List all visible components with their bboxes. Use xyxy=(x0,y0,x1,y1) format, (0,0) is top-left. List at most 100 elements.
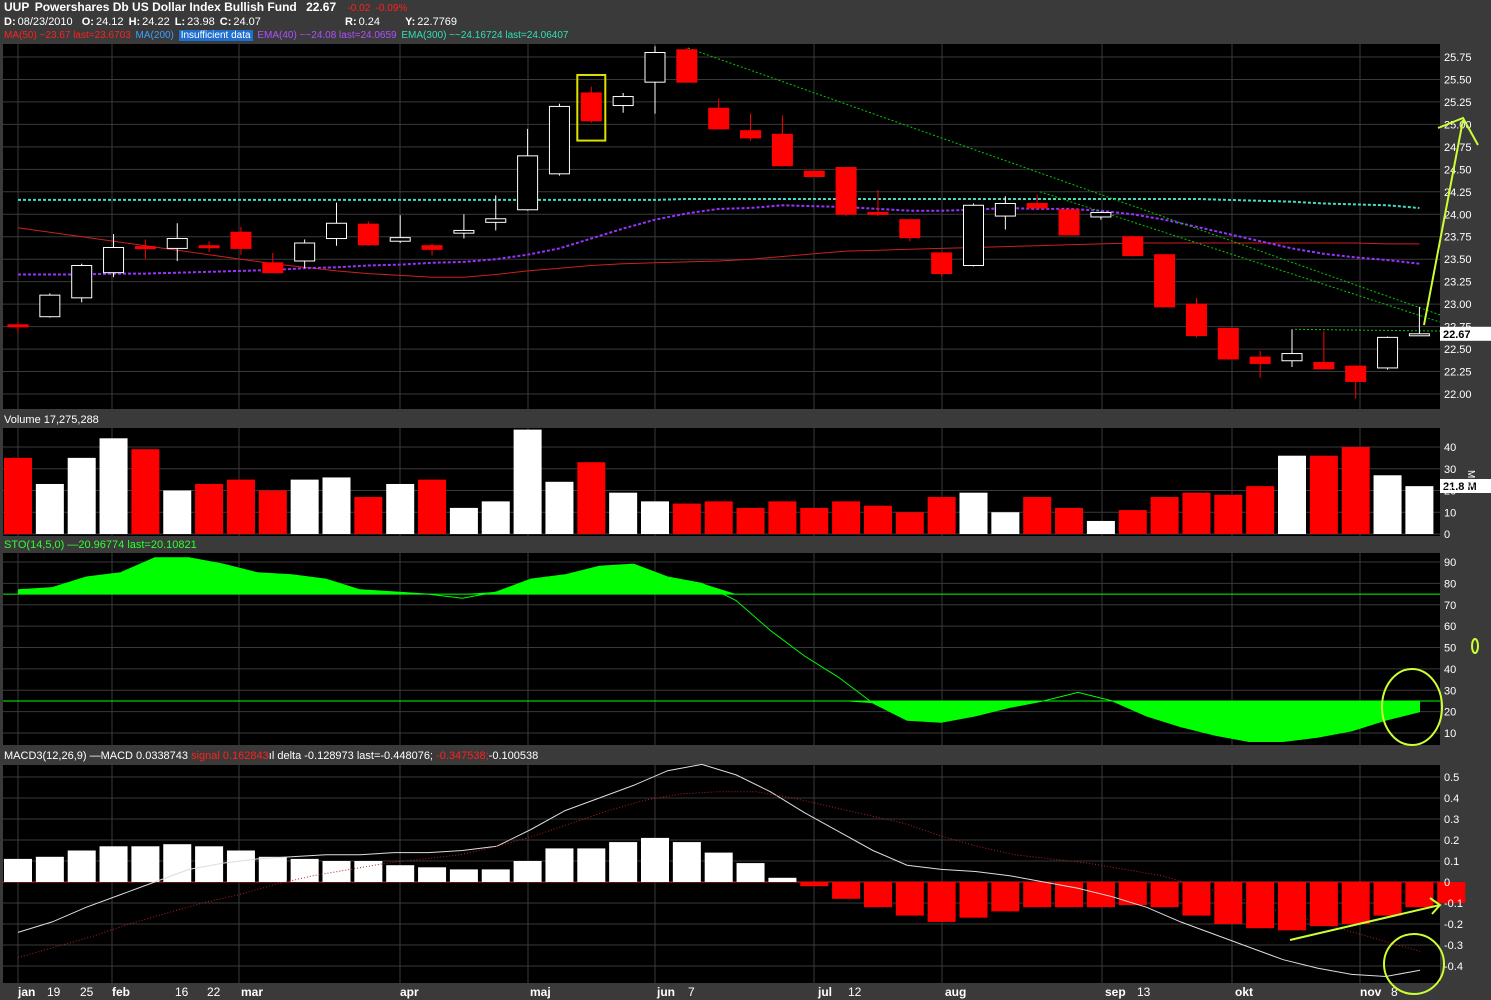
price-tick-14: 22.25 xyxy=(1444,367,1472,379)
macd-hist-bar-40 xyxy=(1278,882,1306,931)
o-value: 24.12 xyxy=(95,16,124,28)
candle-body-30 xyxy=(963,204,984,266)
x-tick-10: 7 xyxy=(688,985,695,999)
x-tick-18: 8 xyxy=(1391,985,1398,999)
macd-tick-2: 0.3 xyxy=(1444,814,1459,826)
volume-bar-3 xyxy=(99,438,128,534)
candle-body-11 xyxy=(357,223,379,246)
annotation-small-oval xyxy=(1471,638,1479,654)
macd-hist-bar-14 xyxy=(449,869,478,882)
last-price-label: 22.67 xyxy=(1443,329,1471,341)
macd-hist-bar-11 xyxy=(354,861,383,882)
candle-body-17 xyxy=(548,105,570,175)
x-tick-1: 19 xyxy=(47,985,61,999)
price-tick-5: 24.50 xyxy=(1444,164,1472,176)
volume-bar-8 xyxy=(258,490,287,534)
x-tick-4: 16 xyxy=(175,985,189,999)
macd-hist-bar-38 xyxy=(1214,882,1243,924)
volume-bar-24 xyxy=(768,501,797,534)
macd-hist-bar-28 xyxy=(895,882,924,916)
macd-tick-9: -0.4 xyxy=(1444,961,1463,973)
ema40-legend[interactable]: EMA(40) ~~24.08 last=24.0659 xyxy=(257,30,397,41)
macd-hist-bar-27 xyxy=(863,882,892,908)
macd-hist-bar-7 xyxy=(226,850,255,882)
macd-hist-bar-1 xyxy=(35,856,64,882)
ma50-legend[interactable]: MA(50) ~23.67 last=23.6703 xyxy=(4,30,131,41)
price-panel[interactable] xyxy=(3,44,1440,409)
volume-unit: Mils xyxy=(1465,470,1476,488)
volume-bar-44 xyxy=(1405,486,1434,534)
sto-tick-5: 40 xyxy=(1444,664,1456,676)
macd-hist-bar-35 xyxy=(1118,882,1147,906)
volume-bar-21 xyxy=(672,503,701,534)
x-tick-9: jun xyxy=(656,985,675,999)
volume-bar-12 xyxy=(386,483,415,534)
candle-body-14 xyxy=(453,229,475,234)
macd-hist-bar-44 xyxy=(1405,882,1434,908)
volume-tick-4: 0 xyxy=(1444,529,1450,541)
sto-tick-8: 10 xyxy=(1444,728,1456,740)
volume-layer: 21.8 M xyxy=(4,429,1491,534)
symbol-label: UUP xyxy=(4,0,30,14)
candle-body-36 xyxy=(1154,254,1176,308)
macd-title-delta: ıl delta -0.128973 last=-0.448076; xyxy=(268,750,433,762)
x-tick-11: jul xyxy=(817,985,832,999)
volume-bar-31 xyxy=(991,512,1020,534)
macd-hist-bar-18 xyxy=(577,848,606,882)
macd-hist-bar-37 xyxy=(1182,882,1211,916)
candle-body-35 xyxy=(1122,236,1144,257)
r-label: R: xyxy=(345,16,357,28)
candle-body-1 xyxy=(39,294,61,318)
volume-bar-13 xyxy=(418,479,447,534)
macd-hist-bar-4 xyxy=(131,846,160,882)
sto-title: STO(14,5,0) —20.96774 last=20.10821 xyxy=(4,539,197,551)
volume-bar-38 xyxy=(1214,494,1243,534)
macd-tick-6: -0.1 xyxy=(1444,898,1463,910)
insufficient-data-badge: Insufficient data xyxy=(178,30,253,41)
candle-body-18 xyxy=(580,92,602,122)
macd-title-main: MACD3(12,26,9) —MACD 0.0338743 xyxy=(4,750,189,762)
highlight-box xyxy=(576,73,607,142)
macd-hist-bar-9 xyxy=(290,858,319,882)
macd-tick-0: 0.5 xyxy=(1444,772,1459,784)
candle-body-33 xyxy=(1058,209,1080,236)
sto-line xyxy=(17,557,1421,742)
macd-hist-bar-26 xyxy=(832,882,861,899)
macd-tick-8: -0.3 xyxy=(1444,940,1463,952)
macd-hist-bar-16 xyxy=(513,861,542,882)
x-tick-7: apr xyxy=(400,985,419,999)
x-tick-6: mar xyxy=(241,985,263,999)
macd-hist-bar-41 xyxy=(1309,882,1338,927)
sto-fill-oversold xyxy=(18,700,1420,742)
macd-hist-bar-39 xyxy=(1246,882,1275,929)
candle-body-19 xyxy=(612,96,634,107)
h-label: H: xyxy=(128,16,141,28)
price-tick-7: 24.00 xyxy=(1444,209,1472,221)
volume-bar-11 xyxy=(354,497,383,534)
macd-hist-bar-25 xyxy=(800,882,829,887)
ma200-legend[interactable]: MA(200) xyxy=(135,30,174,41)
l-value: 23.98 xyxy=(187,16,215,28)
y-label: Y: xyxy=(405,16,416,28)
candle-body-6 xyxy=(198,245,220,249)
macd-hist-bar-3 xyxy=(99,846,128,882)
r-value: 0.24 xyxy=(358,16,381,28)
sto-layer xyxy=(3,557,1440,742)
macd-hist-bar-21 xyxy=(672,842,701,882)
chart-header: UUP Powershares Db US Dollar Index Bulli… xyxy=(0,0,1491,44)
price-tick-10: 23.25 xyxy=(1444,277,1472,289)
price-tick-11: 23.00 xyxy=(1444,299,1472,311)
title-line: UUP Powershares Db US Dollar Index Bulli… xyxy=(4,0,409,14)
annotation-circle-sto xyxy=(1381,668,1443,746)
x-tick-15: 13 xyxy=(1137,985,1151,999)
candle-body-2 xyxy=(71,264,93,299)
price-layer: 22.67 xyxy=(7,46,1491,399)
candle-body-3 xyxy=(103,247,125,274)
volume-tick-3: 10 xyxy=(1444,507,1456,519)
macd-hist-bar-2 xyxy=(67,850,96,882)
ema300-legend[interactable]: EMA(300) ~~24.16724 last=24.06407 xyxy=(401,30,569,41)
macd-hist-bar-22 xyxy=(704,852,733,882)
o-label: O: xyxy=(81,16,94,28)
annotation-arrow-up xyxy=(1423,116,1479,326)
